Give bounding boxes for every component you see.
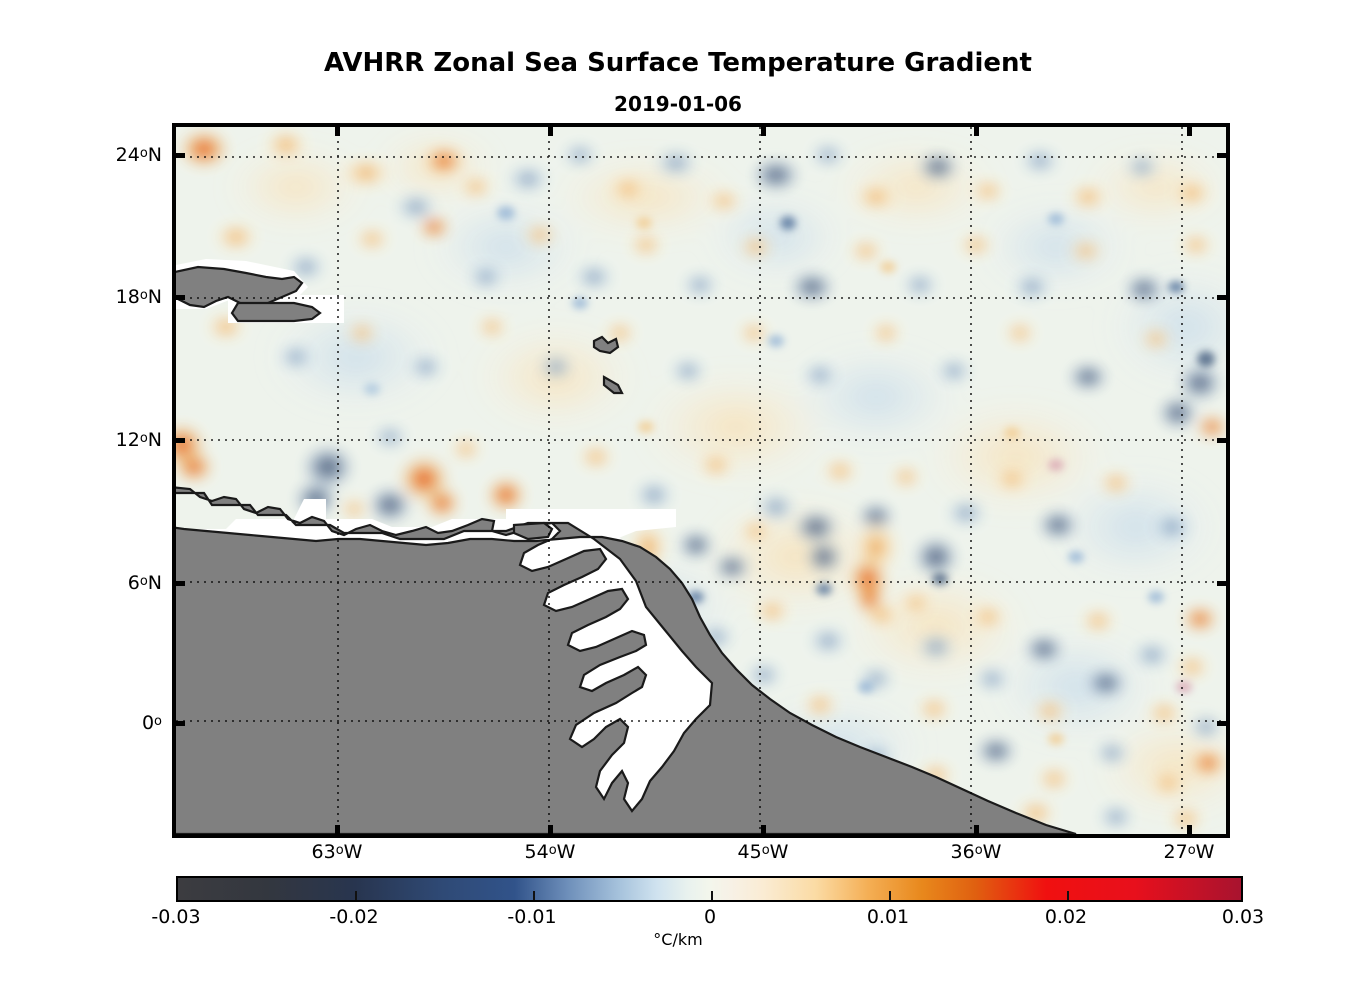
ytick-hemisphere: N: [147, 572, 162, 594]
xtick-value: 27: [1163, 841, 1188, 863]
ytick-mark: [172, 581, 185, 586]
ytick-mark: [172, 295, 185, 300]
ytick-value: 0: [141, 712, 155, 734]
ytick-value: 12: [115, 429, 140, 451]
colorbar-label-neg002: -0.02: [329, 906, 379, 928]
xtick-mark: [974, 825, 979, 838]
xtick-mark-top: [1187, 123, 1192, 136]
colorbar-label-zero: 0: [703, 906, 717, 928]
xtick-label-27w: 27oW: [1129, 841, 1249, 863]
ytick-value: 6: [127, 572, 140, 594]
ytick-hemisphere: N: [147, 286, 162, 308]
degree-symbol: o: [974, 843, 983, 858]
page-title: AVHRR Zonal Sea Surface Temperature Grad…: [324, 48, 1032, 78]
ytick-label-0: 0o: [52, 712, 162, 734]
xtick-mark-top: [761, 123, 766, 136]
colorbar-gradient: [178, 878, 1241, 900]
xtick-mark: [761, 825, 766, 838]
ytick-value: 18: [115, 286, 140, 308]
ytick-label-24n: 24oN: [52, 144, 162, 166]
xtick-hemisphere: W: [343, 841, 363, 863]
colorbar-tick: [533, 891, 535, 900]
landmass-layer: [176, 259, 1077, 834]
colorbar-unit-label: °C/km: [653, 930, 703, 949]
xtick-value: 54: [524, 841, 549, 863]
xtick-mark-top: [548, 123, 553, 136]
colorbar-tick: [889, 891, 891, 900]
colorbar-label-pos001: 0.01: [866, 906, 910, 928]
xtick-mark: [335, 825, 340, 838]
xtick-value: 36: [950, 841, 975, 863]
ytick-mark: [172, 438, 185, 443]
colorbar-label-neg001: -0.01: [507, 906, 557, 928]
xtick-value: 63: [311, 841, 336, 863]
ytick-label-18n: 18oN: [52, 286, 162, 308]
colorbar[interactable]: [176, 876, 1243, 902]
ytick-hemisphere: N: [147, 144, 162, 166]
degree-symbol: o: [1187, 843, 1196, 858]
xtick-hemisphere: W: [1195, 841, 1215, 863]
degree-symbol: o: [139, 288, 148, 303]
ytick-mark: [172, 153, 185, 158]
degree-symbol: o: [335, 843, 344, 858]
degree-symbol: o: [139, 574, 148, 589]
ytick-mark-right: [1217, 581, 1230, 586]
colorbar-label-neg003: -0.03: [151, 906, 201, 928]
xtick-hemisphere: W: [769, 841, 789, 863]
ytick-hemisphere: N: [147, 429, 162, 451]
ytick-label-6n: 6oN: [52, 572, 162, 594]
degree-symbol: o: [154, 714, 162, 729]
xtick-mark: [548, 825, 553, 838]
colorbar-tick: [1067, 891, 1069, 900]
ytick-mark-right: [1217, 153, 1230, 158]
ytick-mark-right: [1217, 721, 1230, 726]
degree-symbol: o: [139, 431, 148, 446]
degree-symbol: o: [548, 843, 557, 858]
colorbar-tick: [355, 891, 357, 900]
degree-symbol: o: [761, 843, 770, 858]
xtick-label-63w: 63oW: [277, 841, 397, 863]
graticule-grid: [176, 127, 1226, 834]
map-plot-area[interactable]: [172, 123, 1230, 838]
colorbar-tick: [711, 891, 713, 900]
xtick-label-54w: 54oW: [490, 841, 610, 863]
xtick-mark-top: [974, 123, 979, 136]
map-clip: [176, 127, 1226, 834]
xtick-label-36w: 36oW: [916, 841, 1036, 863]
colorbar-label-pos002: 0.02: [1044, 906, 1088, 928]
xtick-hemisphere: W: [982, 841, 1002, 863]
xtick-hemisphere: W: [556, 841, 576, 863]
ytick-mark: [172, 721, 185, 726]
ytick-label-12n: 12oN: [52, 429, 162, 451]
colorbar-label-pos003: 0.03: [1221, 906, 1265, 928]
ytick-value: 24: [115, 144, 140, 166]
chart-subtitle: 2019-01-06: [614, 92, 742, 116]
xtick-label-45w: 45oW: [703, 841, 823, 863]
ytick-mark-right: [1217, 438, 1230, 443]
ytick-mark-right: [1217, 295, 1230, 300]
xtick-value: 45: [737, 841, 762, 863]
degree-symbol: o: [139, 146, 148, 161]
xtick-mark-top: [335, 123, 340, 136]
xtick-mark: [1187, 825, 1192, 838]
